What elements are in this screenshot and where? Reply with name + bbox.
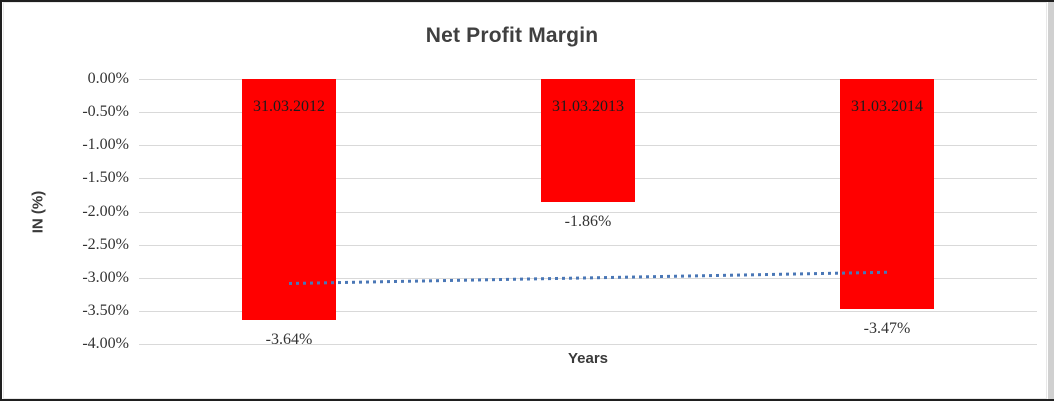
- x-axis-title: Years: [567, 350, 609, 367]
- category-label: 31.03.2013: [552, 98, 624, 115]
- category-label: 31.03.2014: [851, 98, 923, 115]
- bar-31.03.2012[interactable]: [242, 79, 336, 320]
- y-tick-label: -3.00%: [82, 269, 129, 286]
- data-label: -3.47%: [863, 320, 911, 337]
- data-label: -1.86%: [564, 213, 612, 230]
- y-tick-label: -2.00%: [82, 203, 129, 220]
- y-tick-label: -2.50%: [82, 236, 129, 253]
- gridline: [139, 344, 1037, 345]
- gridline: [139, 212, 1037, 213]
- category-label: 31.03.2012: [253, 98, 325, 115]
- bar-31.03.2013[interactable]: [541, 79, 635, 202]
- y-tick-label: -4.00%: [82, 335, 129, 352]
- y-tick-label: -3.50%: [82, 302, 129, 319]
- y-tick-label: -0.50%: [82, 103, 129, 120]
- y-tick-label: 0.00%: [87, 70, 129, 87]
- gridline: [139, 311, 1037, 312]
- y-tick-label: -1.00%: [82, 136, 129, 153]
- gridline: [139, 245, 1037, 246]
- chart-title[interactable]: Net Profit Margin: [425, 24, 599, 47]
- window-edge: [1048, 2, 1054, 399]
- data-label: -3.64%: [265, 331, 313, 348]
- y-tick-label: -1.50%: [82, 169, 129, 186]
